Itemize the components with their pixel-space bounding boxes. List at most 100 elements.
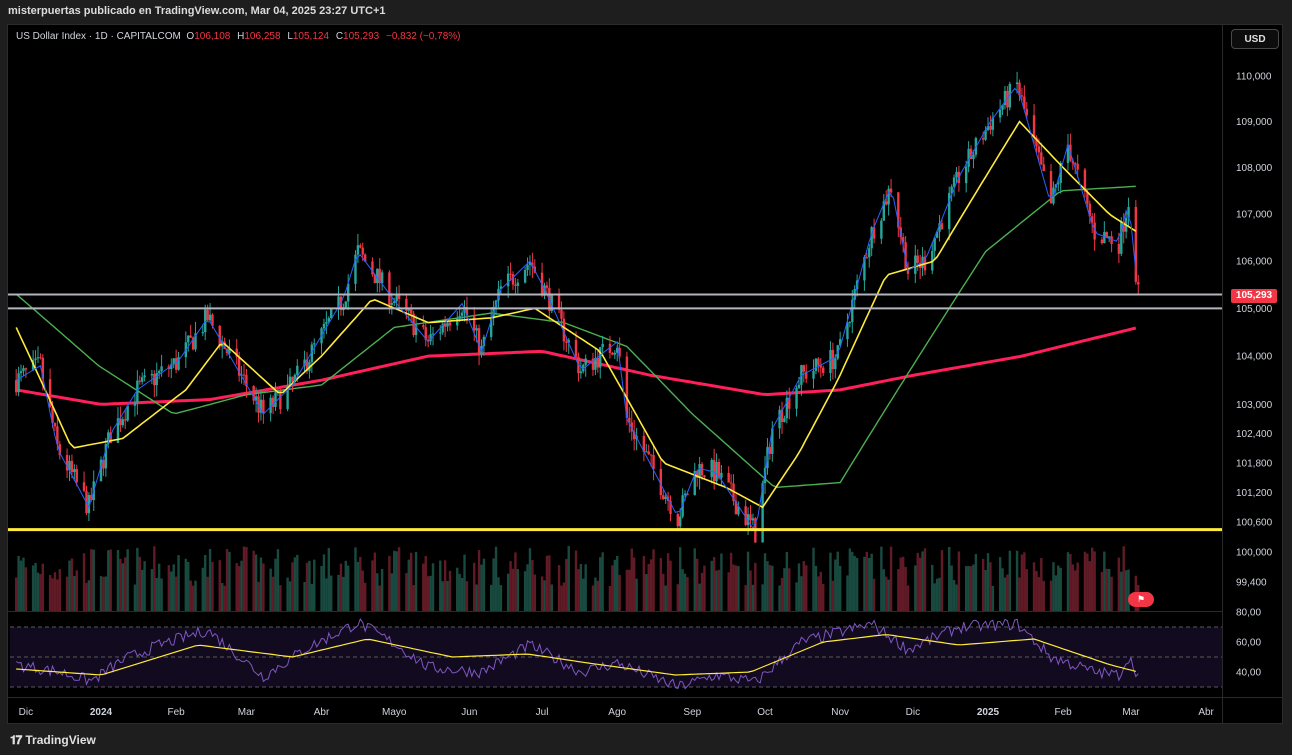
volume-bar xyxy=(548,555,551,611)
candle-body xyxy=(150,373,154,376)
candle-body xyxy=(901,237,905,243)
candle-body xyxy=(235,348,238,357)
candle-body xyxy=(116,418,120,443)
price-tick-label: 107,000 xyxy=(1236,210,1273,221)
volume-bar xyxy=(1124,570,1128,611)
volume-bar xyxy=(662,573,665,611)
candle-body xyxy=(1035,137,1038,147)
candle-body xyxy=(669,500,672,515)
us-flag-events-icon[interactable]: ⚑ xyxy=(1128,592,1154,607)
candle-body xyxy=(611,352,614,355)
volume-bar xyxy=(574,550,578,611)
volume-bar xyxy=(582,578,585,611)
time-tick-label: Ago xyxy=(608,707,626,718)
volume-bar xyxy=(955,584,958,611)
ema-yellow-line xyxy=(15,120,1137,509)
candle-body xyxy=(778,409,781,429)
symbol-label: US Dollar Index · 1D · CAPITALCOM xyxy=(16,31,181,42)
currency-button[interactable]: USD xyxy=(1231,29,1279,49)
volume-bar xyxy=(177,555,180,611)
volume-bar xyxy=(346,565,350,611)
volume-bar xyxy=(327,548,331,611)
volume-bar xyxy=(34,562,37,611)
candle-body xyxy=(58,444,62,456)
candle-body xyxy=(528,262,532,265)
volume-bar xyxy=(1066,552,1070,611)
volume-bar xyxy=(257,581,260,611)
candle-body xyxy=(373,274,377,284)
volume-bar xyxy=(303,581,306,611)
volume-bar xyxy=(153,546,156,611)
volume-bar xyxy=(121,563,125,611)
price-tick-label: 101,200 xyxy=(1236,488,1273,499)
candle-body xyxy=(630,422,633,432)
candle-body xyxy=(245,374,248,387)
volume-bar xyxy=(560,585,563,611)
candle-body xyxy=(795,388,798,409)
candle-body xyxy=(337,296,340,309)
candle-body xyxy=(274,392,277,407)
candle-body xyxy=(271,397,275,407)
candle-body xyxy=(659,468,663,496)
volume-bar xyxy=(599,557,602,611)
volume-bar xyxy=(143,561,146,611)
volume-bar xyxy=(935,578,939,611)
candle-body xyxy=(499,286,503,289)
volume-bar xyxy=(407,559,410,611)
candle-body xyxy=(822,367,825,374)
volume-bar xyxy=(259,557,263,611)
candle-body xyxy=(1107,236,1111,238)
candle-body xyxy=(363,254,367,262)
candle-body xyxy=(53,423,57,427)
candle-body xyxy=(407,309,410,311)
candle-body xyxy=(201,332,204,334)
candle-body xyxy=(269,397,272,414)
volume-bar xyxy=(625,569,629,611)
candle-body xyxy=(1015,82,1019,85)
volume-bar xyxy=(664,585,667,611)
candle-body xyxy=(649,454,653,456)
candle-body xyxy=(441,323,444,333)
candle-body xyxy=(279,390,282,410)
candle-body xyxy=(914,255,917,274)
volume-bar xyxy=(822,584,825,611)
time-tick-label: Jul xyxy=(536,707,549,718)
volume-bar xyxy=(293,557,297,611)
volume-bar xyxy=(460,578,464,611)
volume-bar xyxy=(92,549,95,611)
candle-body xyxy=(906,270,910,274)
axes-layer: 110,000 109,000 108,000 107,000 106,000 105,0… xyxy=(19,72,1273,719)
volume-bar xyxy=(1006,574,1009,611)
volume-bar xyxy=(584,564,587,611)
candle-body xyxy=(346,283,350,302)
volume-bar xyxy=(138,556,141,611)
volume-bar xyxy=(797,563,801,611)
volume-bar xyxy=(897,569,900,611)
candle-body xyxy=(446,322,449,327)
volume-bar xyxy=(683,573,687,611)
candle-body xyxy=(511,274,515,285)
footer-brand[interactable]: 𝟏𝟕 TradingView xyxy=(10,733,96,748)
candle-body xyxy=(380,272,384,284)
volume-bar xyxy=(279,585,282,611)
candle-body xyxy=(834,358,837,370)
candle-body xyxy=(562,318,566,342)
candle-body xyxy=(223,341,226,350)
volume-bar xyxy=(601,552,604,611)
volume-bar xyxy=(550,584,553,611)
volume-bar xyxy=(291,562,294,611)
volume-bar xyxy=(715,570,718,611)
volume-bar xyxy=(187,561,190,611)
volume-bar xyxy=(1018,577,1021,611)
candle-body xyxy=(172,358,175,365)
volume-bar xyxy=(567,546,570,611)
volume-bar xyxy=(24,567,28,611)
candle-body xyxy=(482,336,486,346)
volume-bar xyxy=(957,551,961,611)
candle-body xyxy=(523,270,527,283)
volume-bar xyxy=(727,572,730,611)
volume-bar xyxy=(746,551,750,611)
volume-bar xyxy=(940,550,944,611)
candle-body xyxy=(378,268,381,284)
